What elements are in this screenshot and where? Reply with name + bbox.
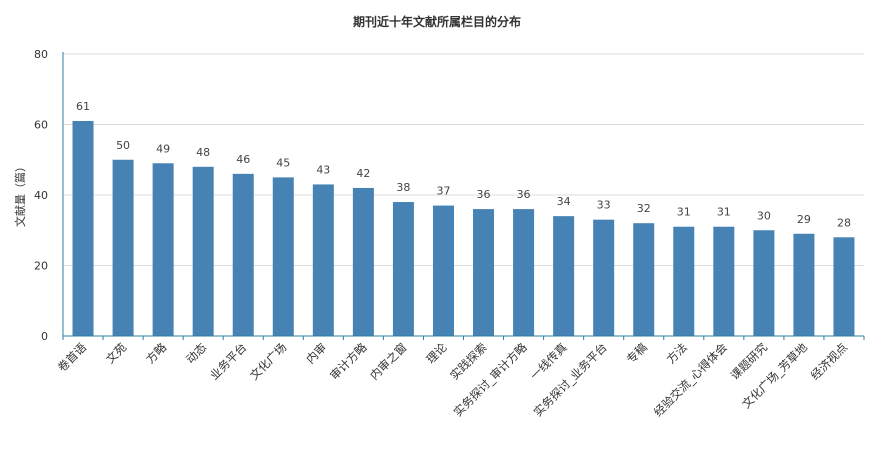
bar [753,230,775,336]
data-label: 50 [116,139,130,152]
data-label: 61 [76,100,90,113]
data-label: 45 [276,156,290,169]
y-tick-label: 40 [34,189,48,202]
y-tick-label: 80 [34,48,48,61]
data-label: 43 [316,163,330,176]
bar [112,159,134,336]
gridlines [63,53,864,266]
x-tick-label: 经验交流_心得体会 [651,340,730,419]
bar [713,226,735,336]
y-tick-label: 20 [34,260,48,273]
data-label: 49 [156,142,170,155]
x-tick-label: 专稿 [624,340,650,366]
x-tick-label: 方法 [664,340,690,366]
bars [72,120,855,336]
x-tick-label: 动态 [183,340,210,367]
data-label: 38 [396,181,410,194]
x-tick-label: 理论 [423,340,450,367]
x-tick-label: 经济视点 [808,340,850,382]
chart-title: 期刊近十年文献所属栏目的分布 [353,14,521,29]
bar [513,209,535,336]
y-axis-ticks: 0 20 40 60 80 [34,48,48,343]
data-label: 34 [557,195,571,208]
bar [312,184,334,336]
data-label: 30 [757,209,771,222]
x-tick-label: 文化广场 [247,340,289,382]
data-labels: 61 50 49 48 46 45 43 42 38 37 36 36 34 33 32 31 31 30 29 28 [76,100,851,229]
data-label: 42 [356,167,370,180]
bar [152,163,174,336]
bar [793,233,815,336]
data-label: 31 [717,206,731,219]
data-label: 32 [637,202,651,215]
x-tick-label: 内审之窗 [367,340,409,382]
x-tick-label: 卷首语 [55,340,90,375]
axes [62,52,865,340]
bar [553,216,575,336]
data-label: 33 [597,199,611,212]
bar [392,202,414,336]
data-label: 37 [436,185,450,198]
bar [272,177,294,336]
data-label: 48 [196,146,210,159]
data-label: 28 [837,216,851,229]
y-tick-label: 0 [41,330,48,343]
y-axis-label: 文献量（篇） [13,161,27,227]
x-tick-label: 审计方略 [327,340,370,383]
bar [352,187,374,336]
x-tick-label: 实务探讨_审计方略 [451,340,530,419]
data-label: 31 [677,206,691,219]
data-label: 29 [797,213,811,226]
bar [593,219,615,336]
bar [72,120,94,336]
bar [432,205,454,336]
x-tick-label: 方略 [143,340,170,367]
bar [232,173,254,336]
x-tick-label: 文苑 [103,340,130,367]
x-tick-label: 内审 [303,340,329,366]
x-tick-label: 业务平台 [207,340,249,382]
bar [833,237,855,336]
bar [633,223,655,336]
data-label: 36 [517,188,531,201]
bar [192,166,214,336]
data-label: 46 [236,153,250,166]
data-label: 36 [477,188,491,201]
x-tick-label: 实务探讨_业务平台 [531,340,610,419]
bar [473,209,495,336]
y-tick-label: 60 [34,119,48,132]
bar [673,226,695,336]
